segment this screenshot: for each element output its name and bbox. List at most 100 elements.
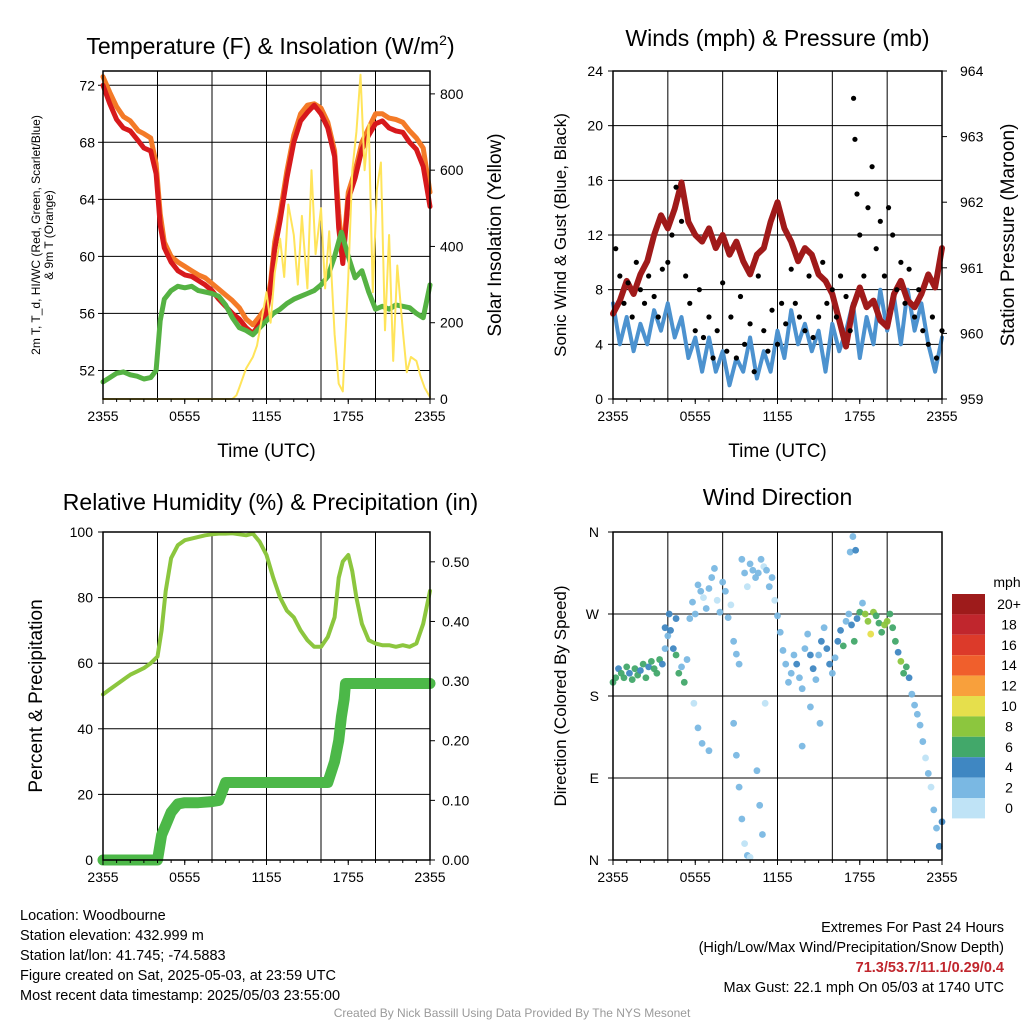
wdir-point [798, 742, 806, 750]
wdir-point [716, 608, 724, 616]
wdir-point [771, 596, 779, 604]
wdir-point [897, 657, 905, 665]
wdir-point [793, 660, 801, 668]
colorbar-level-label: 18 [1001, 616, 1017, 632]
wdir-point [905, 674, 913, 682]
gust-point [617, 273, 623, 279]
wdir-point [816, 719, 824, 727]
wdir-point [883, 617, 891, 625]
wdir-point [856, 608, 864, 616]
wdir-ylabel-text: Direction (Colored By Speed) [551, 585, 570, 806]
wdir-point [698, 739, 706, 747]
insolation-line [102, 73, 431, 400]
x-tick-label: 1755 [333, 408, 364, 424]
gust-point [925, 341, 931, 347]
gust-point [824, 300, 830, 306]
colorbar-level-label: 10 [1001, 698, 1017, 714]
gust-point [720, 280, 726, 286]
wdir-point [702, 605, 710, 612]
x-tick-label: 1755 [844, 408, 875, 424]
wdir-point [631, 665, 639, 673]
colorbar-swatch [952, 675, 985, 696]
x-tick-label: 2355 [926, 869, 957, 885]
wind-line [611, 287, 944, 388]
wdir-point [878, 628, 886, 636]
gust-point [733, 355, 739, 361]
wdir-point [930, 806, 938, 814]
gust-point [916, 287, 922, 293]
temp-ylabel-left: 2m T, T_d, HI/WC (Red, Green, Scarlet/Bl… [29, 115, 56, 355]
wdir-point [741, 840, 748, 847]
gust-point [751, 369, 757, 375]
wdir-point [761, 699, 769, 707]
rh-title: Relative Humidity (%) & Precipitation (i… [63, 489, 478, 515]
wdir-point [669, 645, 677, 653]
insolation-ytick-label: 0 [440, 391, 448, 407]
temperature-title: Temperature (F) & Insolation (W/m2) [86, 32, 454, 59]
wdir-point [690, 699, 698, 707]
colorbar-swatch [952, 655, 985, 676]
wind-ytick-label: 16 [587, 172, 603, 188]
gust-point [873, 246, 879, 252]
wdir-point [849, 533, 857, 540]
winds-xlabel: Time (UTC) [728, 441, 827, 462]
wdir-point [741, 569, 748, 577]
wdir-point [796, 674, 803, 682]
x-tick-label: 0555 [169, 869, 200, 885]
wdir-point [837, 627, 844, 634]
wdir-point [845, 610, 853, 618]
colorbar-swatch [952, 594, 985, 615]
gust-point [651, 293, 657, 300]
gust-point [669, 232, 675, 238]
insolation-ytick-label: 600 [440, 162, 464, 178]
wdir-point [913, 710, 921, 718]
wdir-point [754, 569, 762, 577]
temp-ytick-label: 60 [79, 248, 95, 264]
gust-point [747, 321, 753, 327]
wdir-point [623, 663, 631, 671]
wdir-point [820, 624, 828, 632]
wdir-point [672, 651, 680, 659]
wdir-point [902, 663, 910, 671]
wdir-point [826, 660, 833, 668]
gust-point [646, 273, 652, 279]
gust-point [877, 218, 883, 224]
wind-ytick-label: 8 [595, 282, 603, 298]
wdir-point [749, 566, 757, 574]
gust-point [633, 259, 639, 265]
wdir-point [867, 630, 875, 638]
gust-point [920, 328, 926, 334]
insolation-ytick-label: 800 [440, 86, 464, 102]
x-tick-label: 2355 [414, 408, 445, 424]
station-location: Location: Woodbourne [20, 908, 166, 924]
rh-ylabel-left: Percent & Precipitation [26, 599, 47, 792]
wdir-point [738, 815, 746, 823]
wdir-point [658, 660, 666, 668]
wdir-point [924, 770, 932, 777]
wdir-point [852, 546, 860, 554]
temp-ytick-label: 72 [79, 77, 95, 93]
gust-point [810, 334, 816, 341]
temp-ytick-label: 52 [79, 362, 95, 378]
colorbar-level-label: 8 [1005, 718, 1013, 734]
wdir-point [735, 660, 743, 668]
precip-ytick-label: 0.10 [442, 792, 469, 808]
x-tick-label: 2355 [597, 869, 628, 885]
wdir-point [661, 624, 669, 632]
gust-point [724, 348, 730, 354]
wdir-point [859, 599, 866, 607]
wdir-point [831, 654, 839, 662]
gust-point [890, 232, 896, 238]
wdir-point [839, 642, 847, 650]
wdir-point [828, 669, 836, 677]
precip-ytick-label: 0.50 [442, 554, 469, 570]
wdir-point [727, 601, 735, 609]
temp-ylabel-line2: & 9m T (Orange) [42, 190, 56, 280]
wdir-point [620, 674, 628, 682]
temp-ytick-label: 64 [79, 191, 95, 207]
wdir-point [927, 783, 935, 791]
wdir-point [765, 583, 773, 591]
wdir-point [776, 628, 784, 636]
colorbar-level-label: 6 [1005, 739, 1013, 755]
